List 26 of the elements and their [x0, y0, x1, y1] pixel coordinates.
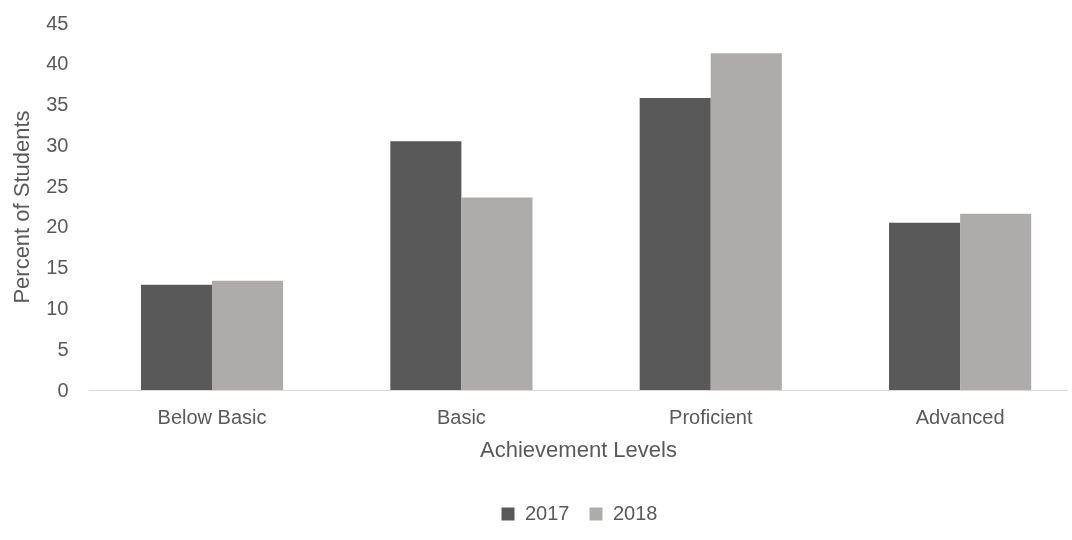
- bar: [960, 213, 1032, 390]
- y-axis-title: Percent of Students: [9, 110, 35, 304]
- x-tick-label: Basic: [436, 405, 486, 428]
- bar: [889, 222, 961, 390]
- x-tick-label: Proficient: [669, 405, 753, 428]
- bar: [390, 141, 462, 390]
- y-tick-label: 5: [57, 337, 69, 360]
- y-tick-label: 10: [46, 296, 69, 319]
- x-tick-label: Advanced: [915, 405, 1005, 428]
- y-tick-label: 20: [46, 215, 69, 238]
- legend-label: 2017: [525, 502, 570, 524]
- x-tick-label: Below Basic: [157, 405, 267, 428]
- bar: [710, 53, 782, 390]
- y-tick-label: 45: [46, 11, 69, 34]
- bar: [140, 284, 213, 390]
- bar: [212, 280, 284, 390]
- legend-label: 2018: [613, 502, 658, 524]
- y-tick-label: 15: [46, 256, 69, 279]
- y-tick-label: 0: [57, 378, 69, 401]
- y-tick-label: 25: [46, 174, 69, 197]
- y-tick-label: 35: [46, 93, 69, 116]
- bar: [461, 197, 533, 390]
- y-tick-label: 40: [46, 52, 69, 75]
- y-tick-label: 30: [46, 133, 69, 156]
- x-axis-title: Achievement Levels: [480, 436, 677, 462]
- bar: [639, 98, 711, 390]
